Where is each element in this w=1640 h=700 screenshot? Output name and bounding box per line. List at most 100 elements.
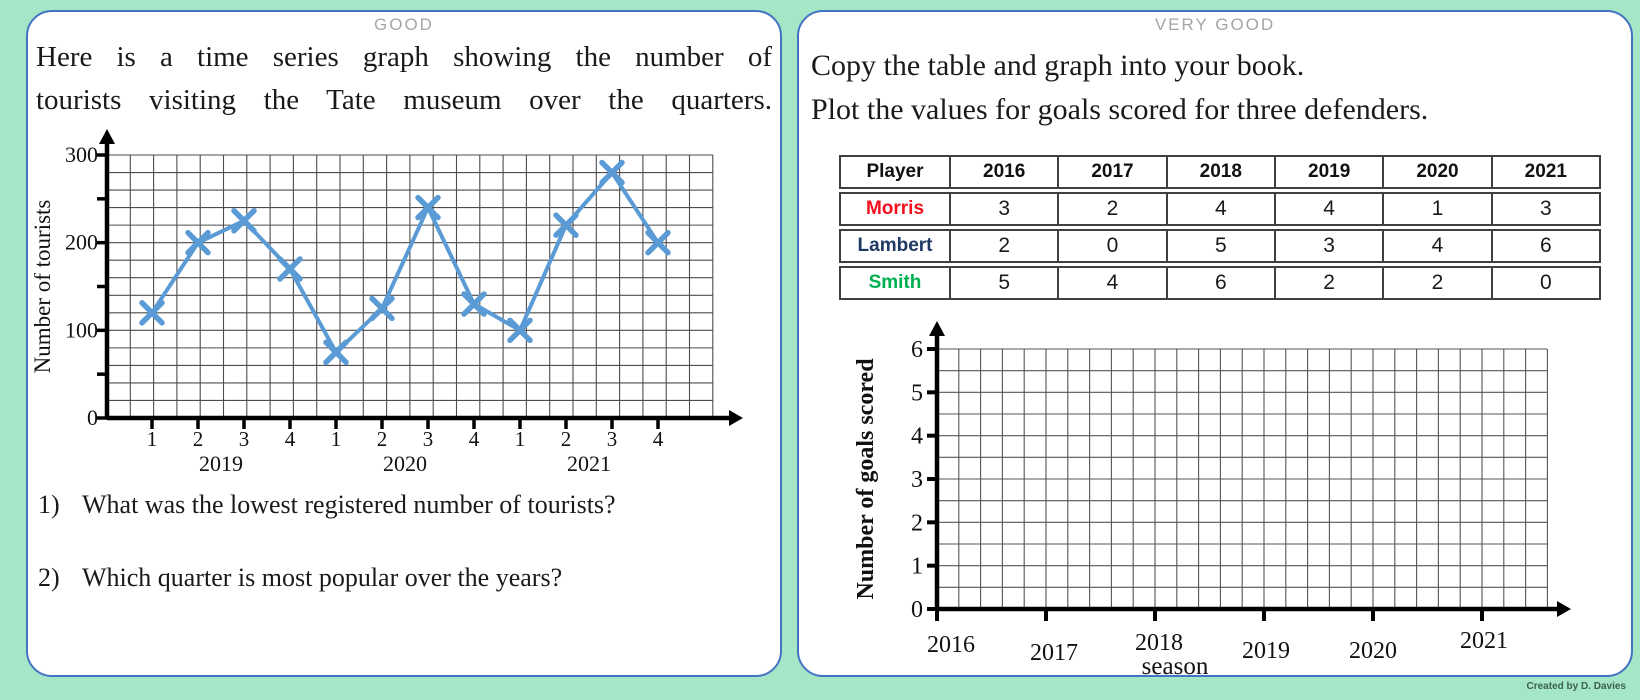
quarter-label: 2 (377, 427, 388, 451)
x-marker (277, 256, 303, 282)
year-label: 2021 (1460, 628, 1508, 654)
right-intro-line2: Plot the values for goals scored for thr… (811, 93, 1429, 126)
tourists-chart: 0 100 200 300 1 2 3 4 1 2 3 4 1 2 3 4 2019 2020 2021 Number… (34, 129, 743, 476)
year-label: 2020 (1349, 638, 1397, 664)
y-tick-label: 5 (911, 380, 923, 406)
goals-value-cell: 0 (1059, 229, 1168, 263)
table-header-row: Player 2016 2017 2018 2019 2020 2021 (839, 155, 1601, 189)
goals-value-cell: 3 (1275, 229, 1385, 263)
x-marker (461, 291, 487, 317)
goals-table: Player 2016 2017 2018 2019 2020 2021 Morris 3 2 4… (839, 152, 1601, 303)
grid (936, 348, 1548, 610)
goals-value-cell: 2 (951, 229, 1060, 263)
y-tick-label: 0 (911, 597, 923, 623)
left-intro: Here is a time series graph showing the … (36, 36, 772, 122)
tourists-line (150, 170, 660, 355)
quarter-label: 3 (423, 427, 434, 451)
goals-value-cell: 4 (1384, 229, 1493, 263)
goals-value-cell: 0 (1492, 266, 1601, 300)
right-intro: Copy the table and graph into your book.… (811, 44, 1428, 132)
x-marker (645, 229, 671, 256)
goals-value-cell: 4 (1275, 192, 1385, 226)
quarter-label: 3 (239, 427, 250, 451)
player-name-cell: Lambert (839, 229, 951, 263)
x-axis-arrow (1557, 601, 1571, 617)
markers (139, 159, 671, 365)
table-header-cell: Player (839, 155, 951, 189)
quarter-label: 1 (147, 427, 158, 451)
question-2: 2) Which quarter is most popular over the… (38, 563, 562, 593)
goals-value-cell: 5 (1167, 229, 1276, 263)
quarter-label: 4 (285, 427, 296, 451)
year-label: 2017 (1030, 640, 1078, 666)
credit-text: Created by D. Davies (1526, 681, 1627, 692)
ticks (97, 153, 660, 429)
quarter-label: 4 (653, 427, 664, 451)
table-header-cell: 2016 (951, 155, 1060, 189)
player-name-cell: Morris (839, 192, 951, 226)
table-row: Morris 3 2 4 4 1 3 (839, 192, 1601, 226)
question-1-number: 1) (38, 490, 60, 519)
right-intro-line1: Copy the table and graph into your book. (811, 49, 1305, 82)
table-header-cell: 2018 (1167, 155, 1276, 189)
quarter-label: 4 (469, 427, 480, 451)
x-marker (231, 208, 257, 234)
quarter-label: 3 (607, 427, 618, 451)
quarter-label: 1 (515, 427, 526, 451)
goals-value-cell: 3 (1492, 192, 1601, 226)
table-header-cell: 2021 (1492, 155, 1601, 189)
y-tick-label: 3 (911, 467, 923, 493)
year-label: 2020 (383, 451, 427, 476)
quarter-label: 1 (331, 427, 342, 451)
goals-value-cell: 6 (1492, 229, 1601, 263)
goals-value-cell: 3 (951, 192, 1060, 226)
y-tick-label: 6 (911, 337, 923, 363)
y-tick-label: 2 (911, 510, 923, 536)
y-tick-label: 0 (87, 405, 98, 430)
year-label: 2021 (567, 451, 611, 476)
x-axis-title: season (1142, 653, 1209, 677)
year-label: 2018 (1135, 630, 1183, 656)
quarter-label: 2 (561, 427, 572, 451)
player-name-cell: Smith (839, 266, 951, 300)
goals-value-cell: 1 (1384, 192, 1493, 226)
right-panel: VERY GOOD Copy the table and graph into … (797, 10, 1633, 677)
goals-value-cell: 5 (951, 266, 1060, 300)
goals-value-cell: 2 (1059, 192, 1168, 226)
left-panel: GOOD Here is a time series graph showing… (26, 10, 782, 677)
grid (106, 154, 714, 419)
question-1-text: What was the lowest registered number of… (82, 490, 616, 519)
question-1: 1) What was the lowest registered number … (38, 490, 616, 520)
right-panel-tag: VERY GOOD (1154, 15, 1276, 34)
x-marker (139, 300, 165, 326)
x-marker (369, 295, 395, 322)
x-marker (553, 212, 579, 238)
x-marker (599, 159, 625, 186)
y-tick-label: 200 (65, 230, 98, 255)
goals-value-cell: 4 (1059, 266, 1168, 300)
goals-value-cell: 4 (1167, 192, 1276, 226)
x-axis-arrow (729, 410, 743, 426)
goals-table-head: Player 2016 2017 2018 2019 2020 2021 (839, 155, 1601, 189)
question-2-number: 2) (38, 563, 60, 592)
table-header-cell: 2017 (1059, 155, 1168, 189)
x-marker (415, 194, 441, 221)
axes (104, 142, 731, 421)
x-marker (323, 339, 349, 365)
y-axis-arrow (99, 129, 115, 144)
y-axis-title: Number of tourists (34, 200, 55, 374)
goals-table-body: Morris 3 2 4 4 1 3 Lambert 2 0 5 3 4 6 Smith 5 4 6 2 2 0 (839, 192, 1601, 300)
year-label: 2016 (927, 632, 975, 658)
left-intro-line2: tourists visiting the Tate museum over t… (36, 84, 772, 116)
left-intro-line1: Here is a time series graph showing the … (36, 41, 772, 73)
left-panel-tag: GOOD (374, 15, 434, 34)
question-2-text: Which quarter is most popular over the y… (82, 563, 563, 592)
goals-chart: 0 1 2 3 4 5 6 2016 2017 2018 2019 2020 2021 season Num… (853, 321, 1571, 677)
y-tick-label: 4 (911, 424, 923, 450)
y-tick-label: 1 (911, 554, 923, 580)
y-tick-label: 100 (65, 317, 98, 342)
y-tick-label: 300 (65, 142, 98, 167)
goals-value-cell: 2 (1275, 266, 1385, 300)
goals-value-cell: 2 (1384, 266, 1493, 300)
x-marker (185, 229, 211, 256)
